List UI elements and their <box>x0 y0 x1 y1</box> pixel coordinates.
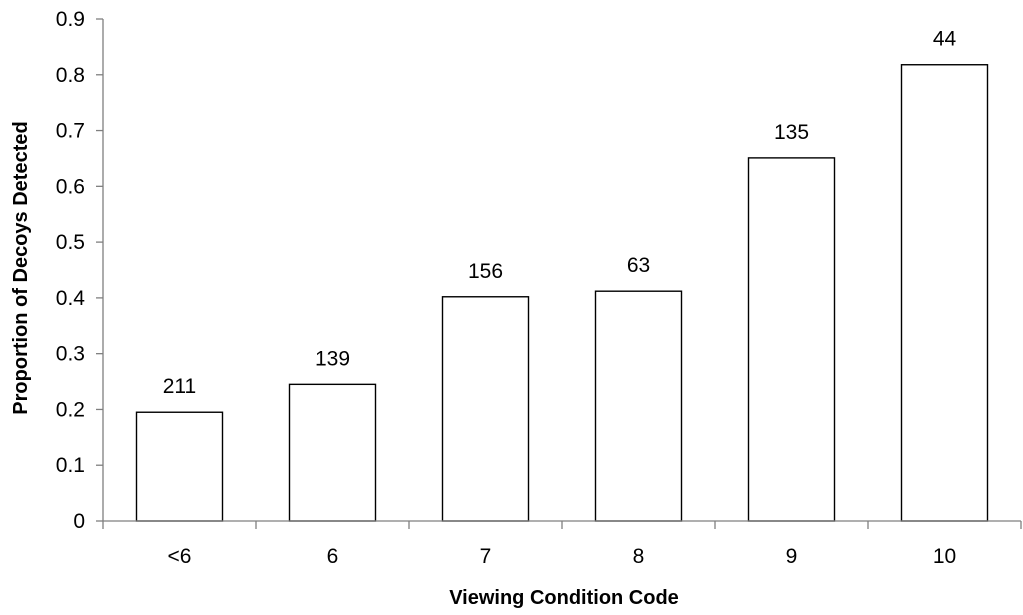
x-tick-label: <6 <box>168 545 192 568</box>
y-tick-label: 0.7 <box>56 120 85 143</box>
y-tick-label: 0 <box>73 510 85 533</box>
x-axis-ticks: <6 6 7 8 9 10 <box>102 521 1022 568</box>
bar-5 <box>900 64 989 522</box>
y-axis-title: Proportion of Decoys Detected <box>10 121 32 414</box>
bar-4 <box>747 157 836 522</box>
y-tick-label: 0.4 <box>56 287 86 310</box>
y-tick-label: 0.2 <box>56 398 85 421</box>
x-tick-label: 7 <box>480 545 492 568</box>
x-tick-label: 8 <box>633 545 645 568</box>
bar-0 <box>135 411 224 522</box>
bars <box>135 64 989 522</box>
x-tick-label: 6 <box>327 545 339 568</box>
data-labels: 211 139 156 63 135 44 <box>163 28 957 398</box>
bar-2 <box>441 296 530 522</box>
y-tick-label: 0.6 <box>56 175 85 198</box>
data-label: 156 <box>468 260 503 283</box>
y-tick-label: 0.9 <box>56 8 85 31</box>
data-label: 135 <box>774 121 809 144</box>
y-tick-label: 0.3 <box>56 343 85 366</box>
y-tick-label: 0.8 <box>56 64 85 87</box>
bar-3 <box>594 290 683 522</box>
data-label: 44 <box>933 28 957 51</box>
y-tick-label: 0.5 <box>56 231 85 254</box>
y-tick-label: 0.1 <box>56 454 85 477</box>
x-axis-title: Viewing Condition Code <box>449 587 679 609</box>
x-tick-label: 10 <box>933 545 956 568</box>
data-label: 211 <box>163 375 196 398</box>
data-label: 139 <box>315 347 350 370</box>
x-tick-label: 9 <box>786 545 798 568</box>
bar-1 <box>288 383 377 522</box>
data-label: 63 <box>627 254 650 277</box>
y-axis-ticks: 0 0.1 0.2 0.3 0.4 0.5 0.6 0.7 0.8 0.9 <box>56 8 103 533</box>
